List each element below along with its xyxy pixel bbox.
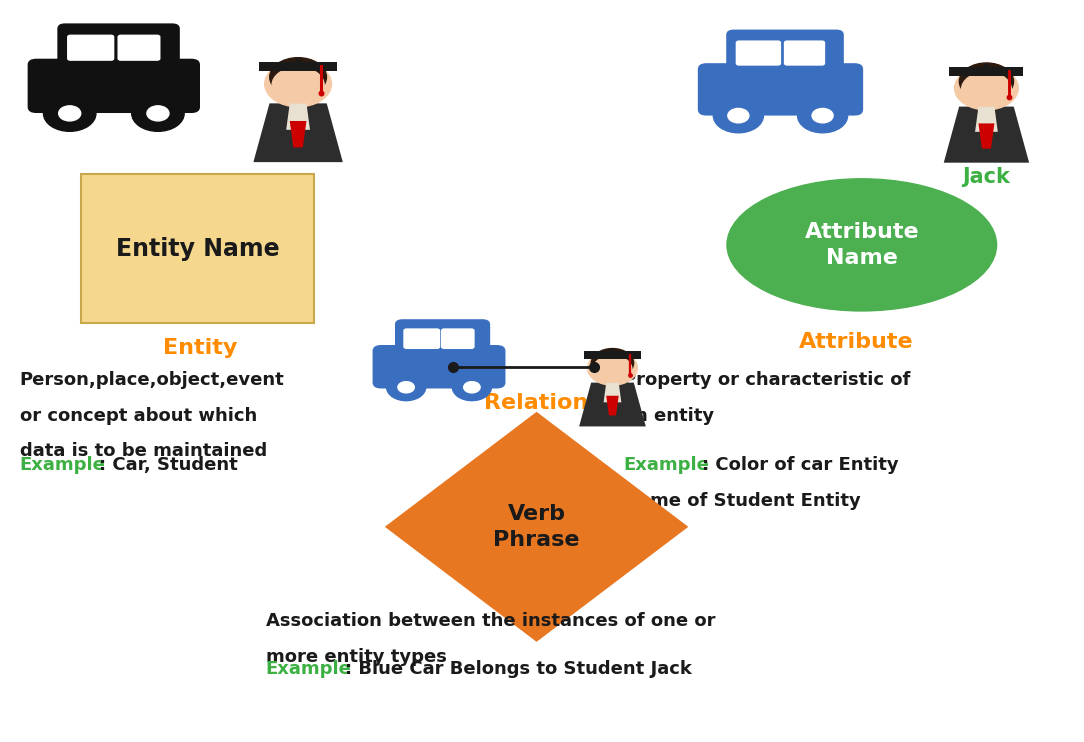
Polygon shape bbox=[579, 383, 646, 427]
FancyBboxPatch shape bbox=[81, 174, 314, 323]
Text: : Color of car Entity: : Color of car Entity bbox=[702, 456, 899, 474]
Text: Verb
Phrase: Verb Phrase bbox=[493, 504, 580, 550]
Text: more entity types: more entity types bbox=[266, 648, 447, 666]
Polygon shape bbox=[979, 123, 994, 148]
FancyBboxPatch shape bbox=[726, 30, 843, 76]
Polygon shape bbox=[606, 395, 619, 416]
Circle shape bbox=[387, 374, 426, 401]
Circle shape bbox=[43, 96, 95, 131]
FancyBboxPatch shape bbox=[259, 62, 337, 71]
FancyBboxPatch shape bbox=[583, 352, 642, 359]
Text: Relation: Relation bbox=[485, 393, 589, 413]
Text: Person,place,object,event: Person,place,object,event bbox=[20, 371, 284, 389]
FancyBboxPatch shape bbox=[698, 63, 863, 116]
Circle shape bbox=[593, 355, 632, 382]
Text: Example: Example bbox=[266, 660, 351, 678]
FancyBboxPatch shape bbox=[117, 35, 160, 61]
Circle shape bbox=[727, 108, 749, 123]
Ellipse shape bbox=[726, 178, 997, 312]
Polygon shape bbox=[944, 107, 1029, 162]
Text: Jack: Jack bbox=[963, 167, 1010, 187]
Circle shape bbox=[959, 63, 1014, 100]
Polygon shape bbox=[385, 412, 688, 642]
FancyBboxPatch shape bbox=[403, 329, 440, 349]
FancyBboxPatch shape bbox=[441, 329, 475, 349]
Polygon shape bbox=[976, 107, 997, 132]
FancyBboxPatch shape bbox=[57, 24, 180, 71]
Circle shape bbox=[270, 58, 326, 96]
Text: Entity: Entity bbox=[164, 338, 237, 358]
Circle shape bbox=[464, 381, 480, 393]
Text: : Blue Car Belongs to Student Jack: : Blue Car Belongs to Student Jack bbox=[345, 660, 692, 678]
Text: or concept about which: or concept about which bbox=[20, 407, 257, 424]
Polygon shape bbox=[286, 103, 310, 130]
Text: Attribute
Name: Attribute Name bbox=[804, 222, 919, 268]
FancyBboxPatch shape bbox=[784, 40, 825, 66]
Text: Example: Example bbox=[20, 456, 105, 474]
Polygon shape bbox=[604, 383, 621, 402]
Text: Association between the instances of one or: Association between the instances of one… bbox=[266, 612, 715, 630]
Circle shape bbox=[59, 106, 80, 121]
Text: Example: Example bbox=[623, 456, 709, 474]
FancyBboxPatch shape bbox=[27, 59, 201, 113]
Polygon shape bbox=[289, 121, 307, 148]
Circle shape bbox=[264, 61, 332, 107]
Circle shape bbox=[588, 351, 637, 385]
Polygon shape bbox=[254, 103, 343, 162]
FancyBboxPatch shape bbox=[373, 345, 505, 389]
FancyBboxPatch shape bbox=[950, 67, 1023, 76]
FancyBboxPatch shape bbox=[395, 319, 490, 358]
Circle shape bbox=[147, 106, 169, 121]
Text: Property or characteristic of: Property or characteristic of bbox=[623, 371, 911, 389]
Text: an entity: an entity bbox=[623, 407, 714, 424]
Circle shape bbox=[955, 66, 1018, 110]
Text: : Car, Student: : Car, Student bbox=[99, 456, 237, 474]
Circle shape bbox=[812, 108, 834, 123]
Circle shape bbox=[131, 96, 184, 131]
FancyBboxPatch shape bbox=[736, 40, 782, 66]
Circle shape bbox=[272, 68, 324, 103]
Text: Name of Student Entity: Name of Student Entity bbox=[623, 492, 861, 510]
FancyBboxPatch shape bbox=[67, 35, 114, 61]
Circle shape bbox=[452, 374, 491, 401]
Circle shape bbox=[962, 72, 1011, 106]
Text: Entity Name: Entity Name bbox=[116, 237, 280, 260]
Text: Attribute: Attribute bbox=[799, 332, 914, 352]
Text: data is to be maintained: data is to be maintained bbox=[20, 442, 267, 460]
Circle shape bbox=[591, 349, 634, 378]
Circle shape bbox=[398, 381, 414, 393]
Circle shape bbox=[713, 99, 763, 133]
Circle shape bbox=[798, 99, 848, 133]
